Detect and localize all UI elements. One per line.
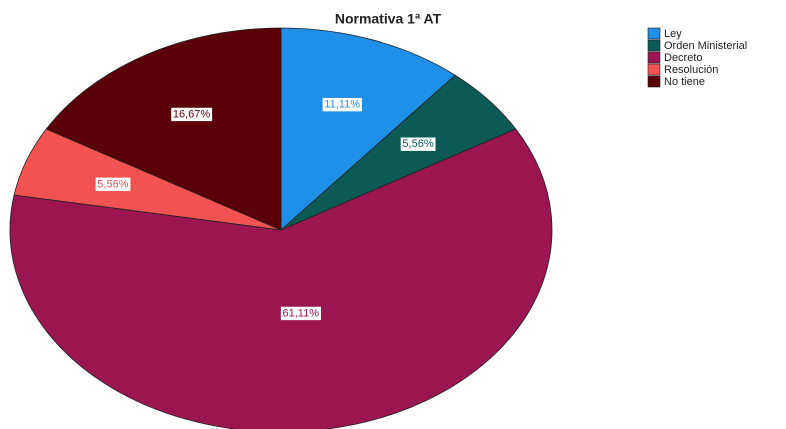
data-label-box	[170, 107, 213, 122]
legend-swatch	[647, 27, 661, 40]
data-label-text: 16,67%	[173, 108, 211, 120]
data-label-box	[280, 306, 322, 321]
data-label: 5,56%	[95, 177, 132, 192]
data-label: 5,56%	[400, 136, 437, 152]
data-label-text: 11,11%	[324, 99, 360, 111]
data-label-text: 61,11%	[283, 307, 320, 319]
data-label: 16,67%	[170, 107, 213, 122]
legend-label: Orden Ministerial	[664, 40, 747, 52]
legend-swatch	[647, 63, 661, 76]
pie-slice	[280, 27, 456, 231]
data-label-box	[95, 177, 132, 192]
data-label-text: 5,56%	[97, 178, 128, 190]
data-label-box	[322, 97, 363, 112]
data-label-text: 5,56%	[402, 138, 433, 150]
legend-swatch	[647, 51, 661, 64]
legend-label: Decreto	[664, 52, 703, 64]
pie-slice	[45, 27, 282, 231]
data-label: 11,11%	[322, 97, 363, 112]
legend-label: Ley	[664, 28, 682, 40]
data-label: 61,11%	[280, 306, 322, 321]
legend-label: No tiene	[664, 76, 705, 88]
data-label-box	[400, 136, 437, 152]
legend-label: Resolución	[664, 64, 718, 76]
chart-title: Normativa 1ª AT	[335, 11, 442, 27]
legend-swatch	[647, 39, 661, 52]
legend-swatch	[647, 75, 661, 88]
